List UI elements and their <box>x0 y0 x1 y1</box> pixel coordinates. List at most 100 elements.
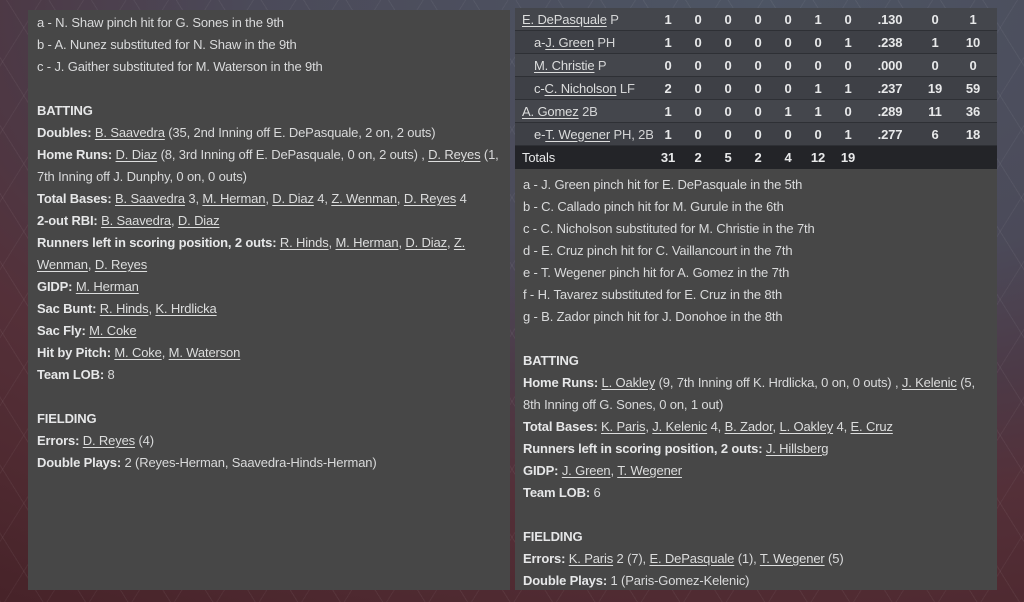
stat-label: BATTING <box>37 103 93 118</box>
stat-cell: 0 <box>724 34 732 50</box>
stat-cell: 1 <box>814 80 822 96</box>
text-line: Errors: D. Reyes (4) <box>37 430 501 452</box>
text-line: BATTING <box>37 100 501 122</box>
stat-cell: 0 <box>844 11 852 27</box>
player-link[interactable]: E. DePasquale <box>649 551 735 566</box>
text-line: c - J. Gaither substituted for M. Waters… <box>37 56 501 78</box>
away-team-game-notes-panel: a - N. Shaw pinch hit for G. Sones in th… <box>28 10 510 590</box>
stat-cell: 1 <box>664 11 672 27</box>
text-segment: 3, <box>184 191 203 206</box>
stat-cell: 0 <box>724 11 732 27</box>
blank-line <box>523 504 989 526</box>
position-label: PH <box>593 34 616 50</box>
substitution-letter: c- <box>534 80 545 96</box>
stat-cell: 0 <box>814 34 822 50</box>
totals-row: Totals 31 2 5 2 4 12 19 <box>515 146 997 169</box>
text-segment: , <box>446 235 454 250</box>
player-link[interactable]: K. Paris <box>601 419 646 434</box>
text-line: b - A. Nunez substituted for N. Shaw in … <box>37 34 501 56</box>
player-link[interactable]: R. Hinds <box>279 235 329 250</box>
player-link[interactable]: L. Oakley <box>779 419 834 434</box>
stat-label: Double Plays: <box>523 573 611 588</box>
player-link[interactable]: Z. Wenman <box>37 235 466 272</box>
stat-cell: 0 <box>784 126 792 142</box>
player-link[interactable]: A. Gomez <box>522 103 579 119</box>
text-segment: e - T. Wegener pinch hit for A. Gomez in… <box>523 265 790 280</box>
stat-label: Double Plays: <box>37 455 125 470</box>
stat-cell: 0 <box>694 80 702 96</box>
stat-cell: 1 <box>844 34 852 50</box>
text-segment: , <box>170 213 178 228</box>
player-link[interactable]: D. Reyes <box>94 257 148 272</box>
player-link[interactable]: D. Reyes <box>403 191 457 206</box>
player-link[interactable]: B. Saavedra <box>94 125 165 140</box>
text-segment: 2 (7), <box>613 551 650 566</box>
player-link[interactable]: D. Diaz <box>405 235 447 250</box>
player-link[interactable]: M. Herman <box>75 279 139 294</box>
stat-label: Home Runs: <box>37 147 116 162</box>
player-link[interactable]: M. Christie <box>534 57 595 73</box>
player-link[interactable]: T. Wegener <box>545 126 611 142</box>
stat-cell: 31 <box>660 150 676 165</box>
player-link[interactable]: D. Reyes <box>428 147 481 162</box>
stat-cell: 0 <box>724 126 732 142</box>
player-link[interactable]: E. DePasquale <box>522 11 607 27</box>
player-link[interactable]: B. Saavedra <box>101 213 171 228</box>
text-segment: a - N. Shaw pinch hit for G. Sones in th… <box>37 15 284 30</box>
player-link[interactable]: M. Herman <box>335 235 399 250</box>
player-link[interactable]: M. Coke <box>89 323 137 338</box>
text-segment: b - A. Nunez substituted for N. Shaw in … <box>37 37 297 52</box>
stat-label: FIELDING <box>523 529 583 544</box>
text-line: GIDP: M. Herman <box>37 276 501 298</box>
text-line: Errors: K. Paris 2 (7), E. DePasquale (1… <box>523 548 989 570</box>
stat-cell: 19 <box>840 150 856 165</box>
text-segment: , <box>610 463 618 478</box>
player-link[interactable]: B. Saavedra <box>115 191 185 206</box>
player-link[interactable]: D. Diaz <box>177 213 220 228</box>
stat-cell: 0 <box>969 57 977 73</box>
stat-cell: 1 <box>814 11 822 27</box>
player-link[interactable]: L. Oakley <box>601 375 656 390</box>
player-link[interactable]: M. Herman <box>202 191 266 206</box>
stat-cell: 0 <box>754 80 762 96</box>
player-link[interactable]: Z. Wenman <box>331 191 397 206</box>
player-link[interactable]: J. Green <box>561 463 611 478</box>
player-link[interactable]: E. Cruz <box>850 419 893 434</box>
stat-cell: 0 <box>694 126 702 142</box>
stat-cell: 1 <box>931 34 939 50</box>
player-link[interactable]: T. Wegener <box>759 551 825 566</box>
player-link[interactable]: D. Diaz <box>272 191 314 206</box>
player-link[interactable]: J. Kelenic <box>901 375 957 390</box>
text-line: Double Plays: 1 (Paris-Gomez-Kelenic) <box>523 570 989 592</box>
text-segment: 1 (Paris-Gomez-Kelenic) <box>610 573 750 588</box>
player-link[interactable]: T. Wegener <box>617 463 682 478</box>
player-link[interactable]: C. Nicholson <box>544 80 617 96</box>
text-line: Sac Fly: M. Coke <box>37 320 501 342</box>
stat-cell: 2 <box>694 150 702 165</box>
text-line: Runners left in scoring position, 2 outs… <box>37 232 501 276</box>
text-segment: , <box>161 345 169 360</box>
stat-cell: 12 <box>810 150 826 165</box>
player-link[interactable]: K. Hrdlicka <box>155 301 217 316</box>
player-link[interactable]: K. Paris <box>568 551 614 566</box>
text-segment: 2 (Reyes-Herman, Saavedra-Hinds-Herman) <box>124 455 377 470</box>
stat-cell: 1 <box>664 126 672 142</box>
player-link[interactable]: M. Coke <box>114 345 162 360</box>
player-link[interactable]: M. Waterson <box>168 345 241 360</box>
player-link[interactable]: D. Reyes <box>82 433 136 448</box>
stat-cell: .277 <box>877 126 903 142</box>
text-segment: b - C. Callado pinch hit for M. Gurule i… <box>523 199 784 214</box>
player-link[interactable]: D. Diaz <box>115 147 158 162</box>
substitution-letter: a- <box>534 34 546 50</box>
stat-cell: 0 <box>844 103 852 119</box>
player-link[interactable]: J. Kelenic <box>652 419 708 434</box>
stat-cell: 0 <box>724 57 732 73</box>
batter-name-cell: E. DePasquale P <box>515 12 653 27</box>
player-link[interactable]: R. Hinds <box>99 301 149 316</box>
stat-cell: 6 <box>931 126 939 142</box>
player-link[interactable]: J. Hillsberg <box>765 441 829 456</box>
player-link[interactable]: B. Zador <box>724 419 773 434</box>
text-segment: , <box>265 191 273 206</box>
text-line: BATTING <box>523 350 989 372</box>
player-link[interactable]: J. Green <box>545 34 594 50</box>
